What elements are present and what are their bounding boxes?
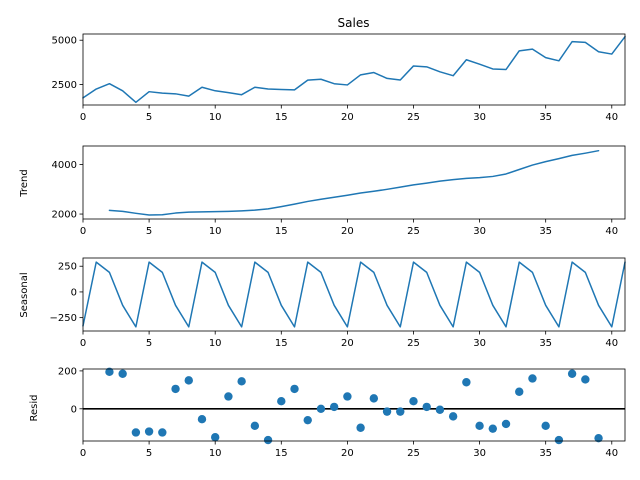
resid-point	[448, 412, 458, 421]
resid-point	[131, 428, 141, 437]
resid-point	[369, 394, 379, 403]
resid-xtick-label: 40	[605, 448, 618, 459]
resid-point	[118, 369, 127, 378]
seasonal-axes-frame	[82, 257, 626, 332]
resid-point	[250, 421, 260, 431]
resid-point	[329, 402, 339, 412]
resid-point	[396, 407, 405, 416]
seasonal-ytick-label: −250	[50, 313, 77, 324]
trend-xtick-label: 20	[341, 226, 354, 237]
sales-xtick-label: 20	[341, 112, 354, 123]
trend-xtick-label: 10	[209, 226, 222, 237]
sales-xtick-label: 35	[539, 112, 552, 123]
sales-xtick-label: 5	[146, 112, 152, 123]
seasonal-xtick-label: 40	[605, 338, 618, 349]
resid-point	[356, 423, 365, 432]
resid-point	[554, 435, 564, 445]
trend-xtick-label: 0	[80, 226, 86, 237]
panel-sales: Sales 0 5 10 15 20 25 30 35 40 2500 5000	[52, 16, 626, 123]
sales-xtick-label: 0	[80, 112, 86, 123]
sales-title: Sales	[338, 16, 370, 30]
panel-seasonal: Seasonal 0 5 10 15 20 25 30 35 40 −250 0 250	[19, 257, 626, 349]
resid-point	[594, 433, 603, 443]
resid-point	[343, 392, 352, 401]
seasonal-ytick-label: 0	[71, 287, 77, 298]
resid-point	[581, 375, 590, 384]
sales-xtick-label: 40	[605, 112, 618, 123]
trend-xtick-label: 25	[407, 226, 420, 237]
resid-point	[263, 435, 273, 445]
seasonal-xtick-label: 10	[209, 338, 222, 349]
seasonal-xtick-label: 15	[275, 338, 288, 349]
resid-point	[197, 415, 207, 424]
panel-resid: Resid 0 5 10 15 20 25 30 35 40 0 200	[29, 366, 626, 459]
seasonal-xtick-label: 25	[407, 338, 420, 349]
trend-ytick-label: 4000	[52, 160, 77, 171]
resid-point	[567, 369, 577, 378]
trend-xtick-label: 35	[539, 226, 552, 237]
resid-xtick-label: 5	[146, 448, 152, 459]
seasonal-xtick-label: 5	[146, 338, 152, 349]
resid-point	[528, 374, 537, 383]
trend-xtick-label: 15	[275, 226, 288, 237]
sales-xtick-label: 30	[473, 112, 486, 123]
resid-point	[290, 384, 299, 394]
resid-ylabel: Resid	[29, 395, 40, 422]
resid-point	[144, 427, 154, 436]
sales-xtick-label: 15	[275, 112, 288, 123]
trend-ylabel: Trend	[19, 169, 30, 197]
resid-ytick-label: 0	[71, 404, 77, 415]
resid-xtick-label: 10	[209, 448, 222, 459]
panel-trend: Trend 0 5 10 15 20 25 30 35 40 2000 4000	[19, 145, 626, 237]
resid-point	[211, 433, 220, 442]
seasonal-xtick-label: 35	[539, 338, 552, 349]
seasonal-xtick-label: 30	[473, 338, 486, 349]
trend-series-line	[108, 149, 600, 216]
resid-point	[409, 397, 418, 406]
sales-axes-frame	[82, 33, 626, 106]
sales-xtick-label: 10	[209, 112, 222, 123]
sales-ytick-label: 2500	[52, 80, 77, 91]
resid-xtick-label: 15	[275, 448, 288, 459]
sales-xtick-label: 25	[407, 112, 420, 123]
resid-point	[224, 392, 233, 401]
seasonal-ylabel: Seasonal	[19, 272, 30, 317]
resid-xtick-label: 35	[539, 448, 552, 459]
resid-point	[462, 378, 471, 387]
resid-point	[158, 428, 167, 437]
trend-axes-frame	[82, 145, 626, 220]
resid-point	[303, 415, 312, 425]
resid-point	[501, 419, 511, 429]
seasonal-ytick-label: 250	[58, 262, 77, 273]
resid-point	[184, 376, 193, 385]
resid-point	[488, 424, 497, 433]
sales-series-line	[82, 35, 626, 104]
resid-point	[171, 384, 180, 394]
resid-xtick-label: 30	[473, 448, 486, 459]
resid-point	[382, 407, 392, 416]
resid-axes-frame	[82, 368, 626, 442]
resid-point	[435, 405, 445, 414]
resid-xtick-label: 0	[80, 448, 86, 459]
trend-xtick-label: 40	[605, 226, 618, 237]
resid-xtick-label: 25	[407, 448, 420, 459]
seasonal-series-line	[82, 261, 626, 328]
resid-ytick-label: 200	[58, 366, 77, 377]
seasonal-xtick-label: 0	[80, 338, 86, 349]
resid-point	[541, 421, 550, 431]
resid-xtick-label: 20	[341, 448, 354, 459]
trend-xtick-label: 30	[473, 226, 486, 237]
seasonal-xtick-label: 20	[341, 338, 354, 349]
resid-point	[316, 404, 326, 413]
resid-point	[422, 402, 431, 412]
resid-point	[475, 421, 484, 431]
resid-point	[277, 397, 286, 406]
resid-point	[515, 387, 524, 396]
trend-ytick-label: 2000	[52, 210, 77, 221]
trend-xtick-label: 5	[146, 226, 152, 237]
resid-point	[105, 367, 114, 377]
sales-ytick-label: 5000	[52, 36, 77, 47]
resid-point	[237, 377, 246, 386]
